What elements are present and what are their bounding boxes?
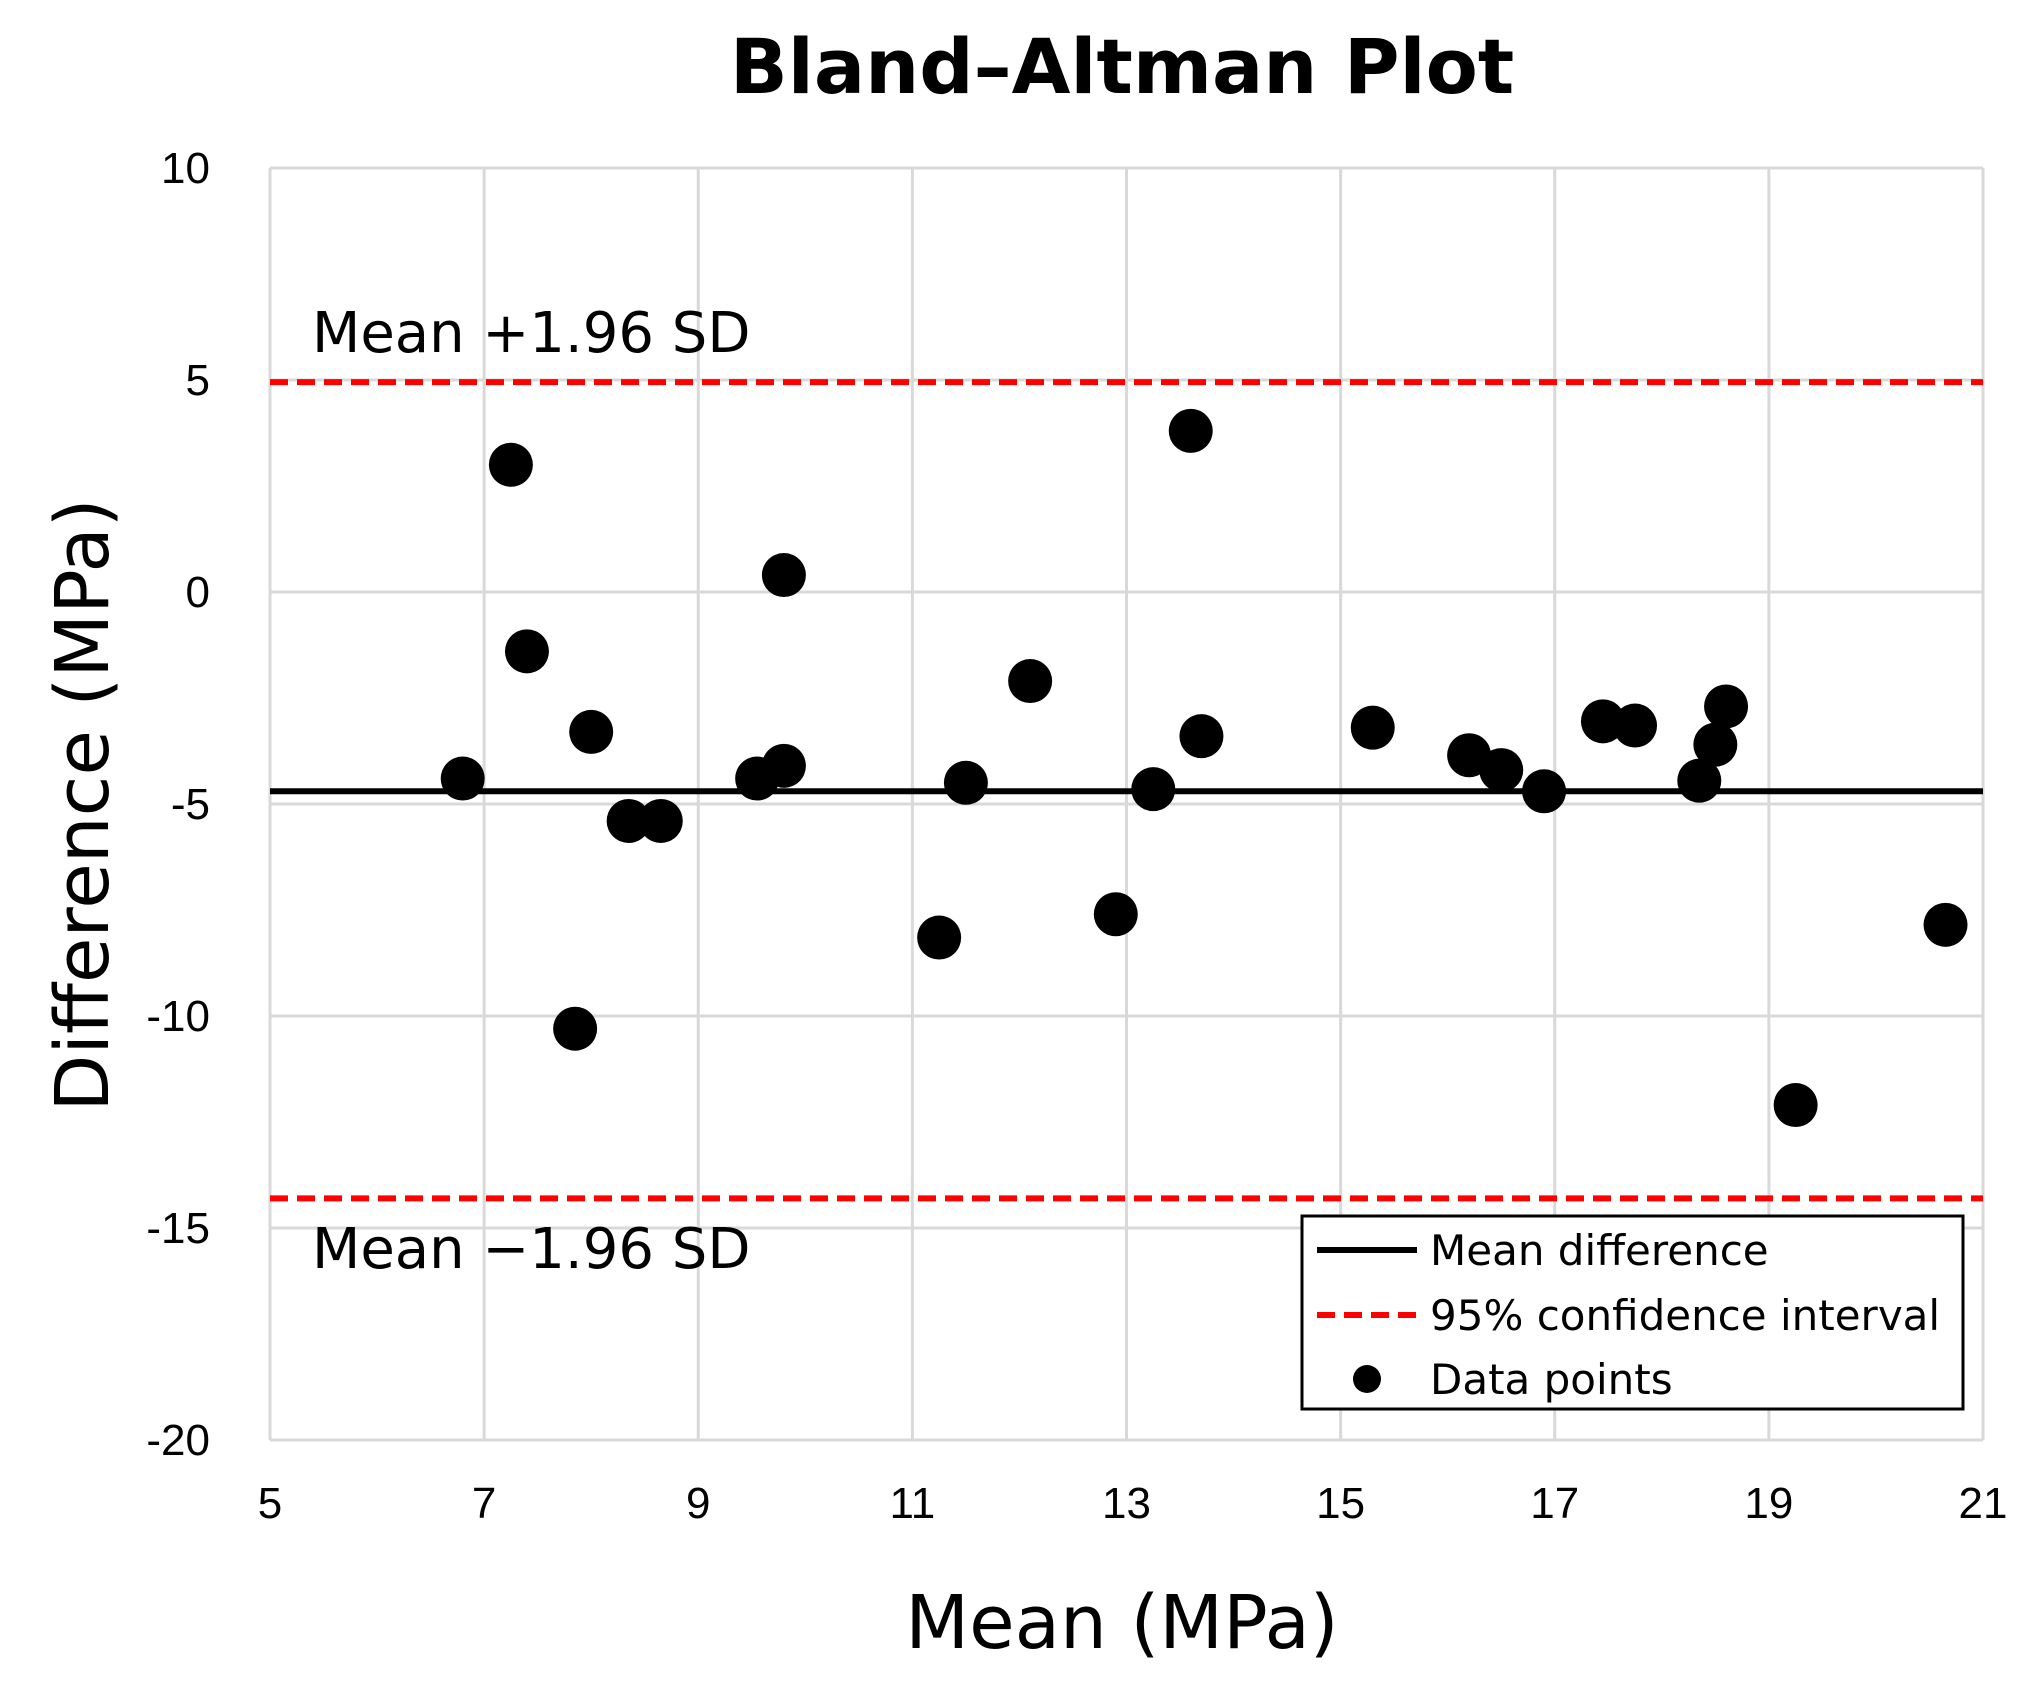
data-point: [1923, 902, 1968, 947]
data-point: [553, 1006, 598, 1051]
x-tick-label: 13: [1102, 1479, 1151, 1528]
data-point: [761, 743, 806, 788]
data-point: [606, 798, 651, 843]
data-point: [1677, 758, 1722, 803]
legend-data-point-swatch: [1353, 1365, 1381, 1393]
y-tick-label: 0: [186, 568, 210, 617]
x-axis-label: Mean (MPa): [905, 1580, 1338, 1666]
text-layer: Bland–Altman Plot Mean (MPa) Difference …: [40, 22, 1514, 1666]
x-tick-label: 21: [1959, 1479, 2008, 1528]
data-point: [1704, 684, 1749, 729]
x-tick-label: 19: [1744, 1479, 1793, 1528]
legend-entry-data-points: Data points: [1430, 1355, 1673, 1404]
data-point: [1350, 705, 1395, 750]
y-tick-label: -10: [146, 992, 210, 1041]
upper-limit-label: Mean +1.96 SD: [312, 301, 750, 366]
data-point: [638, 798, 683, 843]
data-point: [1168, 408, 1213, 453]
x-tick-label: 17: [1530, 1479, 1579, 1528]
data-point: [440, 756, 485, 801]
data-point: [917, 915, 962, 960]
data-point: [569, 709, 614, 754]
data-point: [1613, 703, 1658, 748]
data-point: [1522, 769, 1567, 814]
x-tick-label: 9: [686, 1479, 710, 1528]
lower-limit-label: Mean −1.96 SD: [312, 1217, 750, 1282]
chart-title: Bland–Altman Plot: [730, 22, 1514, 111]
x-tick-label: 7: [472, 1479, 496, 1528]
y-tick-label: -20: [146, 1416, 210, 1465]
data-point: [1131, 767, 1176, 812]
data-points-layer: [440, 408, 1968, 1128]
y-tick-label: -5: [171, 780, 210, 829]
y-axis-label: Difference (MPa): [40, 498, 126, 1111]
x-tick-label: 15: [1316, 1479, 1365, 1528]
y-tick-label: 5: [186, 356, 210, 405]
data-point: [1773, 1083, 1818, 1128]
data-point: [943, 760, 988, 805]
tick-labels-layer: 5 7 9 11 13 15 17 19 21 10 5 0 -5 -10 -15 -20: [146, 144, 2007, 1528]
y-tick-label: -15: [146, 1204, 210, 1253]
data-point: [1693, 722, 1738, 767]
legend: Mean difference 95% confidence interval …: [1300, 1214, 1965, 1411]
data-point: [1179, 714, 1224, 759]
data-point: [504, 629, 549, 674]
data-point: [1580, 699, 1625, 744]
legend-entry-confidence-interval: 95% confidence interval: [1430, 1291, 1940, 1340]
data-point: [1008, 659, 1053, 704]
data-point: [488, 442, 533, 487]
data-point: [1093, 892, 1138, 937]
x-tick-label: 11: [890, 1479, 936, 1528]
x-tick-label: 5: [258, 1479, 282, 1528]
legend-entry-mean-difference: Mean difference: [1430, 1226, 1769, 1275]
data-point: [1479, 748, 1524, 793]
data-point: [761, 553, 806, 598]
y-tick-label: 10: [161, 144, 210, 193]
